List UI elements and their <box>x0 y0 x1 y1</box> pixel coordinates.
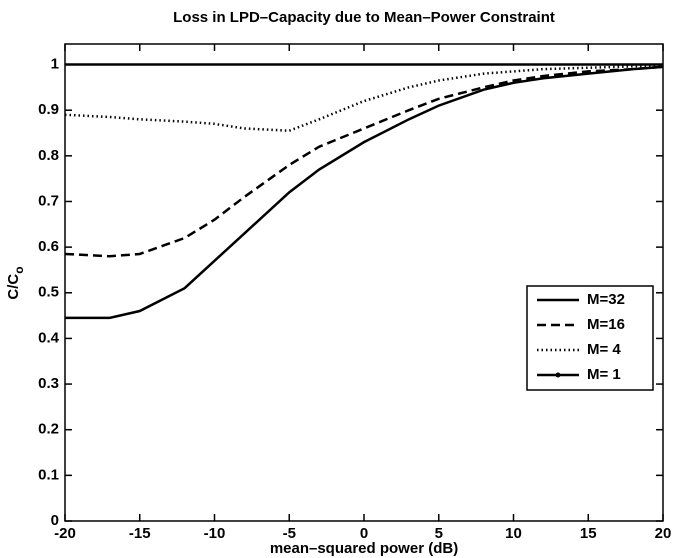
legend-marker <box>555 372 561 378</box>
y-tick-label: 0.4 <box>38 329 60 346</box>
y-tick-label: 0 <box>51 512 59 529</box>
legend-label: M= 4 <box>587 341 621 358</box>
x-tick-label: 10 <box>505 525 522 542</box>
series-line <box>64 64 664 132</box>
x-tick-label: 0 <box>360 525 368 542</box>
x-tick-label: 15 <box>580 525 597 542</box>
y-tick-label: 0.2 <box>38 421 59 438</box>
y-tick-label: 0.5 <box>38 284 59 301</box>
x-tick-label: 20 <box>655 525 672 542</box>
y-axis-label-sub: o <box>12 266 26 273</box>
y-tick-label: 0.3 <box>38 375 59 392</box>
series-line <box>65 65 664 320</box>
legend-box <box>526 285 654 391</box>
x-tick-label: -10 <box>204 525 226 542</box>
legend-label: M= 1 <box>587 366 621 383</box>
y-tick-label: 0.8 <box>38 147 59 164</box>
x-tick-label: -20 <box>54 525 76 542</box>
y-axis-label-main: C/C <box>5 274 22 300</box>
y-tick-label: 0.1 <box>38 466 59 483</box>
y-tick-label: 1 <box>51 56 59 73</box>
x-axis-label: mean–squared power (dB) <box>270 540 458 557</box>
y-axis-label: C/Co <box>5 266 26 299</box>
y-tick-label: 0.6 <box>38 238 59 255</box>
legend-label: M=16 <box>587 316 625 333</box>
series-line <box>64 65 664 258</box>
y-tick-label: 0.7 <box>38 192 59 209</box>
x-tick-label: -5 <box>283 525 296 542</box>
x-tick-label: -15 <box>129 525 151 542</box>
plot-frame <box>64 43 664 522</box>
x-tick-label: 5 <box>435 525 443 542</box>
y-tick-label: 0.9 <box>38 101 59 118</box>
legend-label: M=32 <box>587 291 625 308</box>
chart-title: Loss in LPD–Capacity due to Mean–Power C… <box>173 9 555 26</box>
